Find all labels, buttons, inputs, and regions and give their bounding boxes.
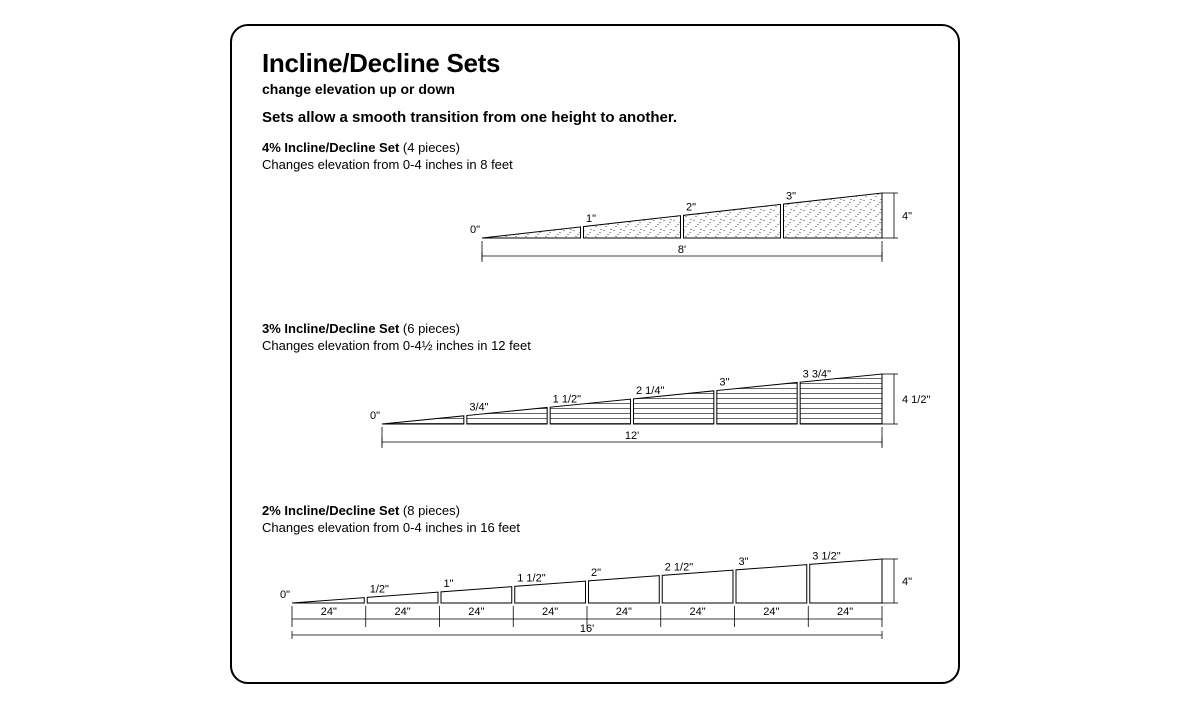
incline-diagram: 0" 1" 2" 3" 4" 8' bbox=[262, 178, 932, 273]
set-title: 4% Incline/Decline Set (4 pieces) bbox=[262, 140, 928, 155]
document-frame: Incline/Decline Sets change elevation up… bbox=[230, 24, 960, 684]
set-title: 2% Incline/Decline Set (8 pieces) bbox=[262, 503, 928, 518]
svg-text:3 1/2": 3 1/2" bbox=[812, 551, 840, 563]
diagram-wrap: 0" 1/2" 1" 1 1/2" 2" 2 1/2" 3" 3 1/2" 4" 24" 24" 24… bbox=[262, 541, 928, 656]
svg-text:1": 1" bbox=[586, 213, 596, 225]
svg-text:3 3/4": 3 3/4" bbox=[803, 368, 831, 380]
svg-text:3": 3" bbox=[719, 377, 729, 389]
svg-text:2": 2" bbox=[591, 567, 601, 579]
svg-text:8': 8' bbox=[678, 244, 686, 256]
svg-text:12': 12' bbox=[625, 430, 639, 442]
svg-text:16': 16' bbox=[580, 623, 594, 635]
page-title: Incline/Decline Sets bbox=[262, 48, 928, 79]
diagram-wrap: 0" 3/4" 1 1/2" 2 1/4" 3" 3 3/4" 4 1/2" 12' bbox=[262, 359, 928, 459]
incline-diagram: 0" 3/4" 1 1/2" 2 1/4" 3" 3 3/4" 4 1/2" 12' bbox=[262, 359, 932, 459]
svg-text:1/2": 1/2" bbox=[370, 584, 389, 596]
sets-container: 4% Incline/Decline Set (4 pieces) Changes… bbox=[262, 140, 928, 656]
svg-text:2 1/2": 2 1/2" bbox=[665, 562, 693, 574]
set-block: 2% Incline/Decline Set (8 pieces) Changes… bbox=[262, 503, 928, 656]
svg-text:24": 24" bbox=[837, 606, 853, 618]
svg-text:2": 2" bbox=[686, 202, 696, 214]
set-desc: Changes elevation from 0-4½ inches in 12… bbox=[262, 338, 928, 353]
svg-text:1 1/2": 1 1/2" bbox=[553, 393, 581, 405]
svg-text:3/4": 3/4" bbox=[469, 402, 488, 414]
svg-text:3": 3" bbox=[739, 556, 749, 568]
svg-text:24": 24" bbox=[690, 606, 706, 618]
svg-text:1 1/2": 1 1/2" bbox=[517, 573, 545, 585]
svg-text:4 1/2": 4 1/2" bbox=[902, 394, 930, 406]
svg-text:24": 24" bbox=[616, 606, 632, 618]
incline-diagram: 0" 1/2" 1" 1 1/2" 2" 2 1/2" 3" 3 1/2" 4" 24" 24" 24… bbox=[262, 541, 932, 656]
svg-text:3": 3" bbox=[786, 190, 796, 202]
set-block: 3% Incline/Decline Set (6 pieces) Changes… bbox=[262, 321, 928, 459]
page-tagline: Sets allow a smooth transition from one … bbox=[262, 109, 928, 126]
set-block: 4% Incline/Decline Set (4 pieces) Changes… bbox=[262, 140, 928, 273]
svg-text:1": 1" bbox=[444, 578, 454, 590]
svg-text:4": 4" bbox=[902, 576, 912, 588]
svg-text:24": 24" bbox=[468, 606, 484, 618]
set-desc: Changes elevation from 0-4 inches in 16 … bbox=[262, 520, 928, 535]
svg-text:24": 24" bbox=[542, 606, 558, 618]
diagram-wrap: 0" 1" 2" 3" 4" 8' bbox=[262, 178, 928, 273]
svg-text:0": 0" bbox=[470, 224, 480, 236]
svg-text:0": 0" bbox=[280, 589, 290, 601]
svg-text:0": 0" bbox=[370, 410, 380, 422]
svg-text:4": 4" bbox=[902, 211, 912, 223]
set-title: 3% Incline/Decline Set (6 pieces) bbox=[262, 321, 928, 336]
svg-text:24": 24" bbox=[395, 606, 411, 618]
set-desc: Changes elevation from 0-4 inches in 8 f… bbox=[262, 157, 928, 172]
svg-text:2 1/4": 2 1/4" bbox=[636, 385, 664, 397]
page-subtitle: change elevation up or down bbox=[262, 81, 928, 97]
svg-text:24": 24" bbox=[763, 606, 779, 618]
svg-text:24": 24" bbox=[321, 606, 337, 618]
